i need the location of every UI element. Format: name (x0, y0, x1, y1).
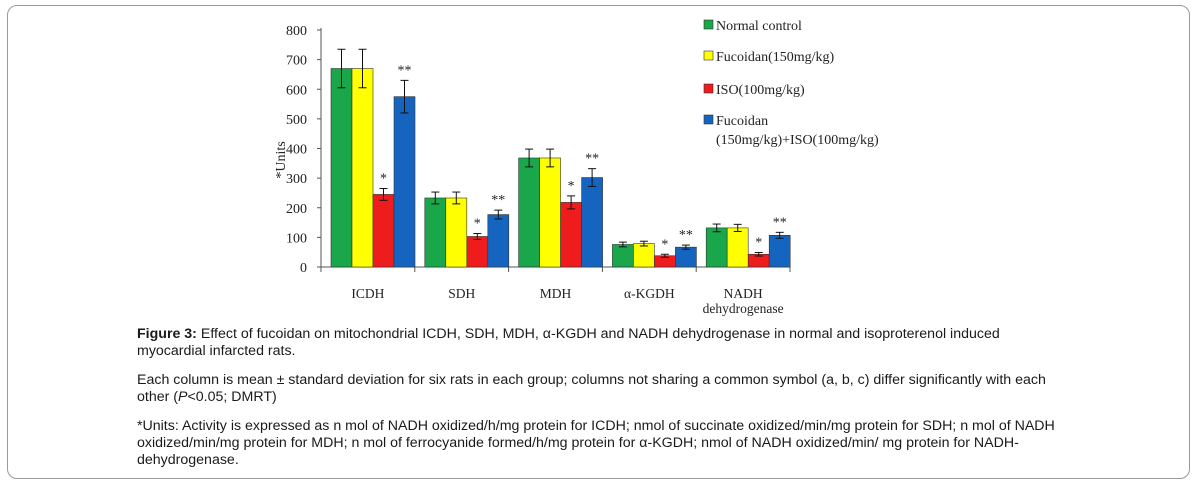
legend-swatch (703, 50, 714, 61)
significance-symbol: ** (773, 215, 787, 230)
y-tick-label: 300 (286, 172, 307, 187)
chart-legend: Normal control Fucoidan(150mg/kg) ISO(100m… (703, 19, 879, 148)
bar (487, 214, 510, 268)
bar (424, 197, 447, 268)
x-category-label-line: MDH (540, 286, 572, 301)
legend-swatch (703, 114, 714, 125)
figure-note-end: <0.05; DMRT) (187, 389, 277, 405)
y-tick-label: 200 (286, 202, 307, 217)
chart-bars: **** *********** (330, 48, 791, 268)
significance-symbol: ** (585, 152, 599, 167)
legend-label: Fucoidan (150mg/kg)+ISO(100mg/kg) (716, 114, 879, 148)
bar (539, 157, 561, 268)
significance-symbol: * (474, 217, 481, 232)
bar (612, 244, 634, 268)
bar (466, 236, 489, 268)
x-category-label: MDH (540, 286, 572, 301)
significance-symbol: ** (679, 228, 693, 243)
y-tick-label: 700 (286, 54, 307, 69)
x-category-label-line: α-KGDH (624, 286, 675, 301)
bar (330, 68, 353, 268)
bar (633, 243, 655, 268)
x-category-label-line: SDH (448, 286, 475, 301)
bar (768, 235, 791, 268)
x-category-label-line: dehydrogenase (703, 301, 784, 316)
legend-label-line: Fucoidan (716, 114, 768, 129)
figure-label: Figure 3: (137, 326, 197, 342)
x-category-label-line: ICDH (351, 286, 384, 301)
y-axis-label: *Units (274, 141, 289, 178)
legend-swatch (703, 19, 714, 30)
x-category-label: ICDH (351, 286, 384, 301)
legend-swatch (703, 83, 714, 94)
legend-label: Normal control (716, 19, 802, 34)
legend-label-line: Fucoidan(150mg/kg) (716, 50, 835, 65)
legend-label: ISO(100mg/kg) (716, 83, 805, 98)
x-category-label: α-KGDH (624, 286, 675, 301)
bar (581, 177, 603, 268)
bar (705, 227, 728, 268)
bar (675, 246, 697, 268)
bar (445, 197, 468, 268)
significance-symbol: * (661, 237, 668, 252)
bar (726, 227, 749, 268)
legend-label-line: Normal control (716, 19, 802, 34)
legend-label: Fucoidan(150mg/kg) (716, 50, 835, 65)
y-tick-label: 800 (286, 24, 307, 39)
legend-label-line: (150mg/kg)+ISO(100mg/kg) (716, 133, 879, 148)
figure-note-text: Each column is mean ± standard deviation… (137, 372, 1046, 405)
figure-note: Each column is mean ± standard deviation… (137, 372, 1067, 406)
bar (372, 194, 395, 268)
significance-symbol: * (755, 235, 762, 250)
y-tick-label: 600 (286, 83, 307, 98)
y-tick-label: 500 (286, 113, 307, 128)
y-tick-label: 400 (286, 143, 307, 158)
bar (351, 68, 374, 268)
significance-symbol: ** (491, 193, 505, 208)
p-value-symbol: P (178, 389, 188, 405)
y-tick-label: 0 (300, 261, 307, 276)
x-category-label: NADH dehydrogenase (703, 286, 784, 316)
figure-caption: Figure 3: Effect of fucoidan on mitochon… (137, 326, 1067, 360)
x-category-label-line: NADH (724, 286, 763, 301)
bar (560, 202, 582, 268)
significance-symbol: * (380, 171, 387, 186)
chart-axes: 0 100 200 300 400 500 600 700 800 *Units ICDH SDH MD… (274, 24, 791, 316)
significance-symbol: ** (398, 63, 412, 78)
figure-caption-text: Effect of fucoidan on mitochondrial ICDH… (137, 326, 1000, 359)
bar (518, 157, 540, 268)
x-category-label: SDH (448, 286, 475, 301)
legend-label-line: ISO(100mg/kg) (716, 83, 805, 98)
y-tick-label: 100 (286, 231, 307, 246)
units-note: *Units: Activity is expressed as n mol o… (137, 418, 1055, 468)
significance-symbol: * (568, 179, 575, 194)
bar (393, 96, 416, 268)
